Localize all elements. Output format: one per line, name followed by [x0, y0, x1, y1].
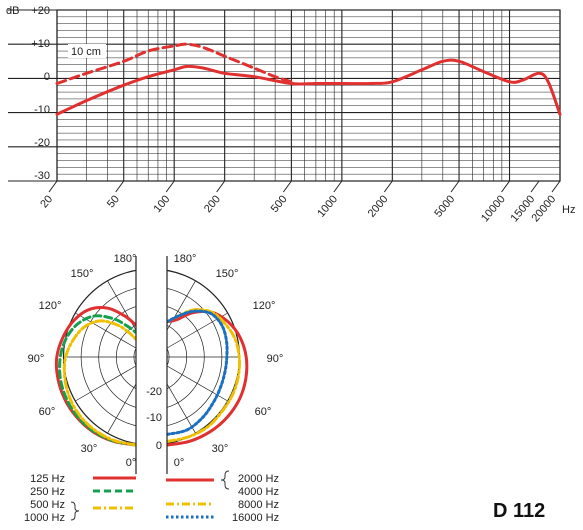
frequency-curves [55, 42, 562, 116]
polar-radial-labels: -20 -10 0 [146, 386, 162, 452]
x-tick-label: 10000 [479, 193, 508, 224]
response-curve-10cm [55, 42, 293, 85]
x-axis-label: Hz [562, 204, 575, 216]
polar-curve-500hz [62, 319, 138, 447]
x-tick-label: 20 [38, 193, 55, 210]
legend-brace-left [70, 501, 80, 521]
x-tick-label: 50 [105, 193, 122, 210]
angle-label: 30° [81, 443, 98, 455]
x-tick-label: 5000 [432, 193, 457, 219]
series-label-10cm: 10 cm [68, 44, 106, 58]
legend-label: 4000 Hz [238, 486, 279, 498]
x-tick-label: 2000 [366, 193, 391, 219]
frequency-grid [8, 9, 561, 182]
radial-label: -20 [146, 386, 162, 398]
legend-label: 125 Hz [30, 473, 65, 485]
radial-label: 0 [156, 440, 162, 452]
polar-curve-8000hz [165, 308, 241, 443]
y-axis-label: dB [6, 5, 19, 17]
y-tick-label: +20 [31, 5, 50, 17]
angle-label: 180° [174, 253, 197, 265]
y-tick-label: +10 [31, 38, 50, 50]
angle-label: 60° [39, 406, 56, 418]
radial-label: -10 [146, 412, 162, 424]
angle-label: 0° [126, 457, 137, 469]
angle-label: 150° [71, 268, 94, 280]
angle-label: 120° [253, 300, 276, 312]
legend-swatches [93, 476, 214, 519]
x-tick-label: 100 [151, 193, 172, 215]
frequency-y-ticks: dB +20 +10 0 -10 -20 -30 [6, 5, 50, 182]
angle-label: 0° [174, 457, 185, 469]
y-tick-label: -10 [34, 104, 50, 116]
legend-label: 8000 Hz [238, 499, 279, 511]
angle-label: 180° [114, 253, 137, 265]
legend-label: 2000 Hz [238, 473, 279, 485]
angle-label: 90° [28, 353, 45, 365]
y-tick-label: -30 [34, 170, 50, 182]
legend-label: 16000 Hz [232, 512, 279, 524]
legend-left: 125 Hz 250 Hz 500 Hz 1000 Hz [24, 473, 80, 524]
legend-label: 1000 Hz [24, 512, 65, 524]
angle-label: 150° [216, 268, 239, 280]
legend-label: 500 Hz [30, 499, 65, 511]
angle-label: 120° [39, 300, 62, 312]
polar-angle-labels-left: 180° 150° 120° 90° 60° 30° 0° [28, 253, 137, 469]
x-tick-label: 1000 [315, 193, 340, 219]
polar-curve-250hz [58, 314, 138, 447]
x-tick-label: 200 [202, 193, 223, 215]
legend-right: 2000 Hz 4000 Hz 8000 Hz 16000 Hz [220, 470, 279, 524]
angle-label: 30° [212, 443, 229, 455]
series-label-text: 10 cm [71, 46, 101, 58]
response-curve [55, 58, 562, 116]
polar-curves [54, 306, 249, 447]
model-label: D 112 [493, 500, 545, 522]
y-tick-label: -20 [34, 137, 50, 149]
polar-curve-16000hz [165, 309, 229, 436]
legend-brace-right [220, 470, 230, 490]
polar-center-gap [136, 256, 167, 476]
x-tick-label: 20000 [529, 193, 558, 224]
angle-label: 60° [255, 406, 272, 418]
polar-angle-labels-right: 180° 150° 120° 90° 60° 30° 0° [174, 253, 284, 469]
legend-label: 250 Hz [30, 486, 65, 498]
angle-label: 90° [267, 353, 284, 365]
x-tick-label: 500 [269, 193, 290, 215]
y-tick-label: 0 [44, 71, 50, 83]
